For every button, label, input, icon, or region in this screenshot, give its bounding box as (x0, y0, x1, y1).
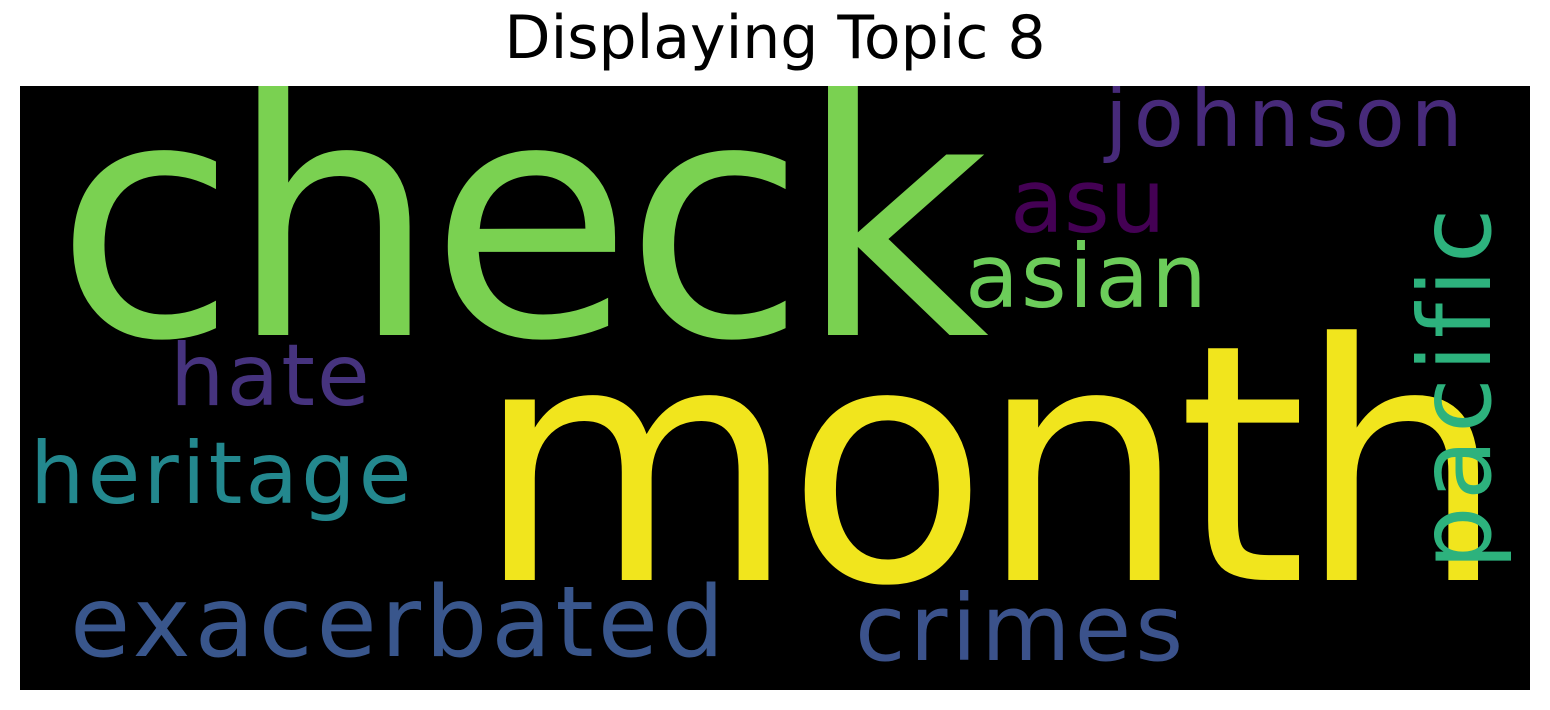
word-asian: asian (965, 225, 1209, 328)
word-pacific: pacific (1397, 202, 1514, 570)
word-cloud-canvas: check month asu johnson asian pacific hate heri… (20, 86, 1530, 690)
word-month: month (475, 274, 1506, 658)
word-heritage: heritage (30, 424, 415, 524)
word-asu: asu (1010, 150, 1166, 253)
word-exacerbated: exacerbated (70, 566, 729, 680)
word-hate: hate (170, 326, 372, 426)
word-crimes: crimes (855, 575, 1188, 682)
chart-title: Displaying Topic 8 (504, 3, 1046, 73)
word-check: check (55, 86, 989, 413)
word-johnson: johnson (1105, 86, 1469, 166)
